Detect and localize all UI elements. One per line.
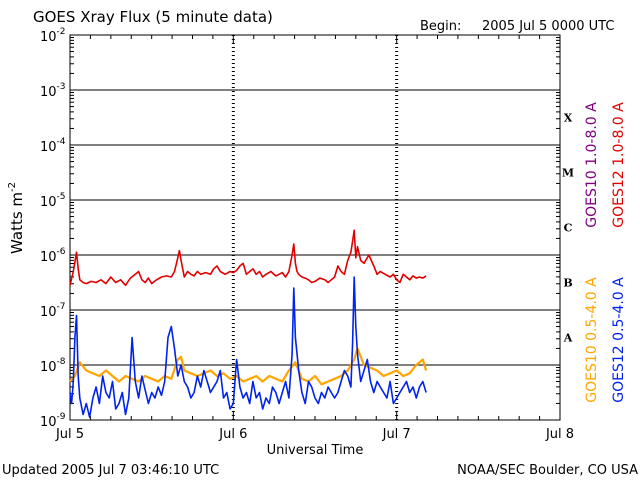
x-tick-label: Jul 7 [382,427,411,442]
y-tick-exponent: -4 [57,137,66,147]
y-axis-label-exp: -2 [7,182,18,192]
y-tick-exponent: -9 [57,412,66,422]
grid-lines [70,89,560,366]
y-tick-mantissa: 10 [40,305,57,320]
begin-date: 2005 Jul 5 0000 UTC [482,19,614,34]
series-group [69,229,428,419]
y-tick-mantissa: 10 [40,360,57,375]
flare-class-M: M [562,167,574,180]
flare-class-X: X [564,112,573,125]
y-tick-label: 10-8 [40,357,66,375]
x-axis-label: Universal Time [267,443,364,458]
flare-class-B: B [563,277,572,290]
y-tick-mantissa: 10 [40,195,57,210]
plot-frame [69,34,561,421]
legend-entry-3: GOES12 0.5-4.0 A [611,277,627,403]
x-tick-label: Jul 8 [545,427,574,442]
y-tick-mantissa: 10 [40,415,57,430]
series-line-2 [69,276,427,419]
y-tick-label: 10-6 [40,247,66,265]
y-axis-label: Watts m-2 [7,182,26,254]
y-tick-mantissa: 10 [40,140,57,155]
legend-entry-2: GOES10 0.5-4.0 A [584,277,600,403]
y-tick-labels: 10-910-810-710-610-510-410-310-2 [40,27,66,430]
y-tick-exponent: -6 [57,247,66,257]
x-tick-labels: Jul 5 Jul 6 Jul 7 Jul 8 [55,427,574,442]
y-tick-label: 10-3 [40,82,66,100]
y-tick-label: 10-9 [40,412,66,430]
y-tick-exponent: -3 [57,82,66,92]
flare-class-C: C [564,222,573,235]
y-tick-label: 10-5 [40,192,66,210]
y-tick-exponent: -7 [57,302,66,312]
legend-entry-0: GOES10 1.0-8.0 A [584,102,600,228]
y-tick-mantissa: 10 [40,30,57,45]
series-line-1 [69,347,428,386]
begin-label: Begin: [420,19,461,34]
legend-entry-1: GOES12 1.0-8.0 A [611,102,627,228]
credit-text: NOAA/SEC Boulder, CO USA [457,463,638,478]
day-markers [69,35,561,420]
y-tick-exponent: -8 [57,357,66,367]
updated-timestamp: Updated 2005 Jul 7 03:46:10 UTC [2,463,219,478]
y-tick-label: 10-2 [40,27,66,45]
y-tick-mantissa: 10 [40,85,57,100]
legend: GOES10 1.0-8.0 A GOES12 1.0-8.0 A GOES10 0… [584,102,627,403]
y-axis-label-base: Watts m [8,192,26,254]
y-tick-label: 10-7 [40,302,66,320]
y-tick-exponent: -5 [57,192,66,202]
x-tick-label: Jul 6 [218,427,247,442]
flare-class-labels: A B C M X [562,112,574,345]
y-tick-mantissa: 10 [40,250,57,265]
chart-title: GOES Xray Flux (5 minute data) [33,8,273,26]
flare-class-A: A [563,332,573,345]
x-tick-label: Jul 5 [55,427,84,442]
series-line-0 [69,229,427,287]
y-tick-exponent: -2 [57,27,66,37]
y-tick-label: 10-4 [40,137,66,155]
